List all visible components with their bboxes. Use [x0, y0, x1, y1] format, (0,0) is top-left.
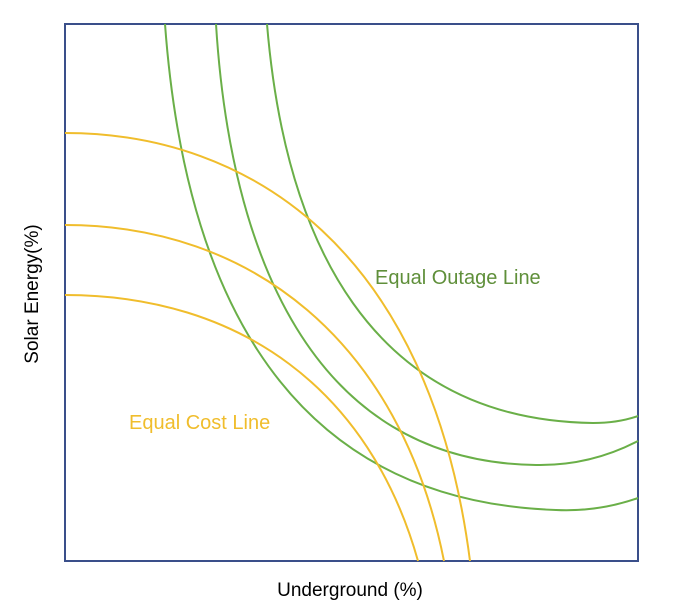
outage-curve-3: [266, 23, 639, 425]
cost-curve-2: [64, 224, 445, 562]
cost-curve-3: [64, 294, 419, 562]
outage-curve-1: [164, 23, 639, 512]
equal-outage-label: Equal Outage Line: [375, 267, 541, 289]
y-axis-label: Solar Energy(%): [22, 224, 43, 363]
outage-curve-2: [215, 23, 639, 467]
equal-cost-lines: [64, 132, 471, 562]
x-axis-label: Underground (%): [277, 580, 423, 601]
plot-frame: [64, 23, 639, 562]
cost-curve-1: [64, 132, 471, 562]
equal-cost-label: Equal Cost Line: [129, 412, 270, 434]
